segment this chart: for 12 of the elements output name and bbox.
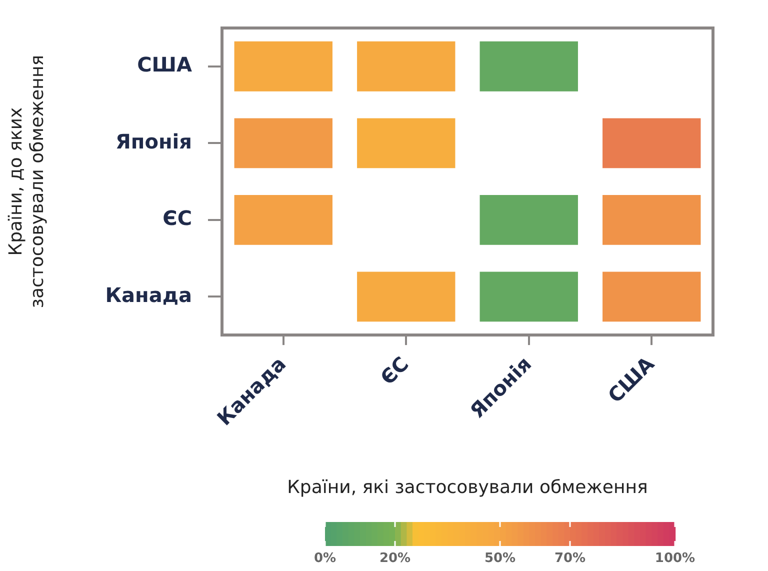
y-tick-label: Японія [116,129,192,154]
color-bar-label: 70% [554,550,586,566]
y-tick-label: США [137,52,193,77]
x-tick-label: ЄС [376,352,414,390]
x-axis-title: Країни, які застосовували обмеження [287,476,648,498]
color-bar-label: 0% [314,550,336,566]
color-bar-label: 20% [379,550,411,566]
y-tick-label: Канада [105,282,192,307]
color-bar-label: 50% [484,550,516,566]
color-bar-label: 100% [654,550,696,566]
y-axis-title: Країни, до яких застосовували обмеження [5,54,48,308]
y-tick-label: ЄС [162,206,192,230]
